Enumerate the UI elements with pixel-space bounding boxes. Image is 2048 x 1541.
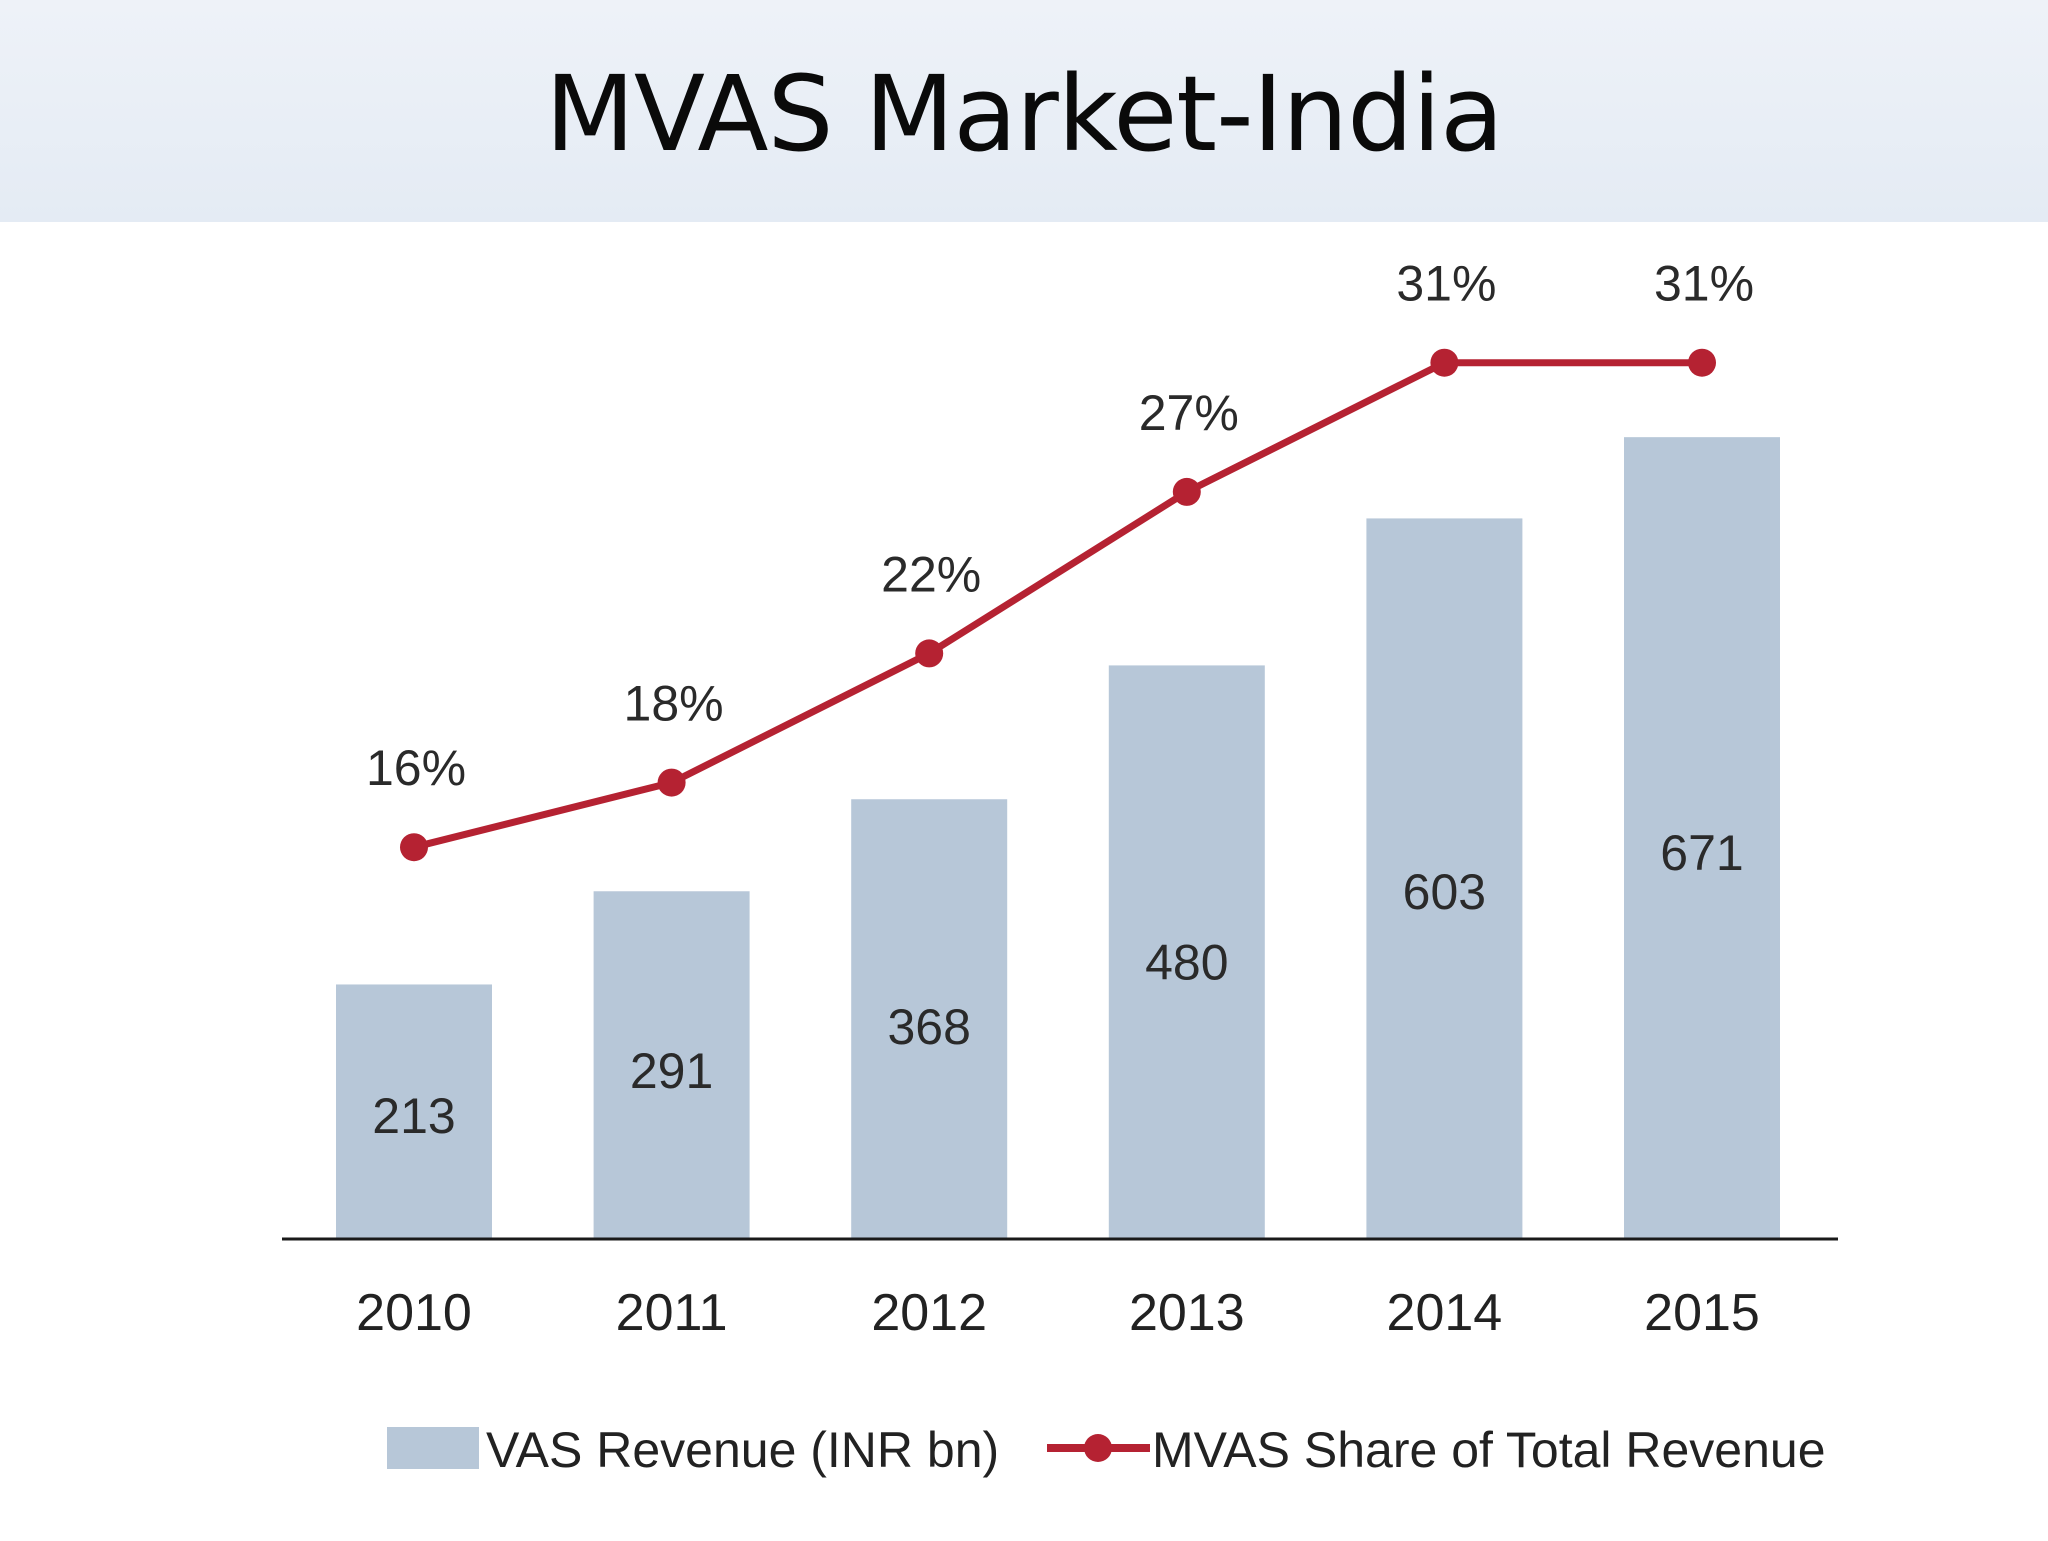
share-value-label: 22% bbox=[881, 546, 981, 602]
share-value-label: 27% bbox=[1139, 385, 1239, 441]
bar-2013 bbox=[1108, 665, 1265, 1239]
x-tick-label: 2012 bbox=[871, 1284, 987, 1342]
share-value-label: 16% bbox=[366, 740, 466, 796]
x-tick-labels: 2010 2011 2012 2013 2014 2015 bbox=[356, 1284, 1760, 1342]
bar-2010 bbox=[336, 984, 492, 1239]
share-point-2014 bbox=[1430, 348, 1459, 377]
x-tick-label: 2010 bbox=[356, 1284, 472, 1342]
page-title: MVAS Market-India bbox=[545, 53, 1504, 175]
legend-swatch-marker bbox=[1084, 1434, 1112, 1462]
bars-layer: 213 291 368 480 603 671 bbox=[336, 437, 1780, 1239]
x-tick-label: 2014 bbox=[1387, 1284, 1503, 1342]
legend-swatch-bar bbox=[387, 1427, 479, 1469]
legend-label-bar: VAS Revenue (INR bn) bbox=[486, 1422, 999, 1478]
bar-value-label: 368 bbox=[887, 999, 970, 1055]
share-point-2011 bbox=[657, 768, 686, 797]
share-line bbox=[413, 359, 1702, 851]
bar-value-label: 213 bbox=[372, 1088, 455, 1144]
share-point-2012 bbox=[915, 639, 944, 668]
legend-label-line: MVAS Share of Total Revenue bbox=[1152, 1422, 1826, 1478]
x-tick-label: 2013 bbox=[1129, 1284, 1245, 1342]
bar-2011 bbox=[593, 891, 750, 1239]
share-value-label: 18% bbox=[624, 676, 724, 732]
share-value-label: 31% bbox=[1654, 256, 1754, 312]
line-layer: 16% 18% 22% 27% 31% 31% bbox=[366, 256, 1754, 862]
share-value-label: 31% bbox=[1396, 256, 1496, 312]
x-tick-label: 2015 bbox=[1644, 1284, 1760, 1342]
combo-chart: 213 291 368 480 603 671 16% 18% 22% 27% 31% 31% 20… bbox=[282, 256, 1838, 1478]
chart: 213 291 368 480 603 671 16% 18% 22% 27% 31% 31% 20… bbox=[0, 222, 2048, 1536]
legend: VAS Revenue (INR bn) MVAS Share of Total … bbox=[387, 1422, 1826, 1478]
share-point-2010 bbox=[400, 833, 428, 862]
x-tick-label: 2011 bbox=[616, 1284, 728, 1342]
bar-2014 bbox=[1366, 518, 1523, 1239]
bar-value-label: 603 bbox=[1403, 864, 1486, 920]
share-point-2015 bbox=[1688, 348, 1716, 377]
share-point-2013 bbox=[1172, 477, 1201, 506]
bar-value-label: 671 bbox=[1660, 825, 1743, 881]
bar-value-label: 291 bbox=[630, 1043, 713, 1099]
bar-2012 bbox=[851, 799, 1008, 1239]
title-band bbox=[0, 0, 2048, 222]
bar-2015 bbox=[1624, 437, 1780, 1239]
bar-value-label: 480 bbox=[1145, 935, 1228, 991]
